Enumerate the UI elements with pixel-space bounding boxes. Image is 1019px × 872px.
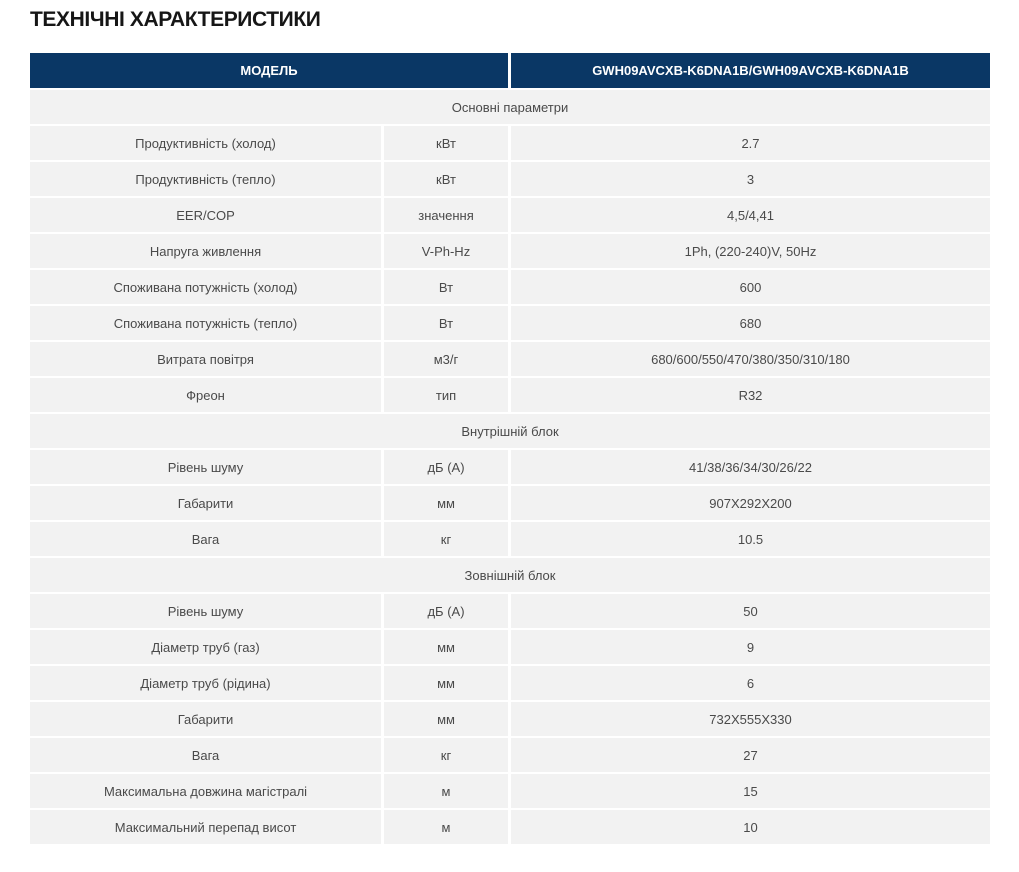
param-unit: Вт [384, 270, 508, 304]
param-value: 680/600/550/470/380/350/310/180 [511, 342, 990, 376]
param-name: Габарити [30, 486, 381, 520]
param-name: Діаметр труб (газ) [30, 630, 381, 664]
model-column-header: МОДЕЛЬ [30, 53, 508, 88]
param-unit: кВт [384, 126, 508, 160]
param-name: Витрата повітря [30, 342, 381, 376]
section-row-indoor-unit: Внутрішній блок [30, 414, 990, 448]
param-unit: м [384, 810, 508, 844]
param-value: 41/38/36/34/30/26/22 [511, 450, 990, 484]
param-unit: Вт [384, 306, 508, 340]
table-row-indoor-weight: Вага кг 10.5 [30, 522, 990, 556]
table-header-row: МОДЕЛЬ GWH09AVCXB-K6DNA1B/GWH09AVCXB-K6D… [30, 53, 990, 88]
param-value: 907X292X200 [511, 486, 990, 520]
param-unit: мм [384, 630, 508, 664]
model-value-header: GWH09AVCXB-K6DNA1B/GWH09AVCXB-K6DNA1B [511, 53, 990, 88]
param-unit: мм [384, 666, 508, 700]
param-value: 4,5/4,41 [511, 198, 990, 232]
param-name: Вага [30, 522, 381, 556]
param-name: Продуктивність (тепло) [30, 162, 381, 196]
table-row-refrigerant: Фреон тип R32 [30, 378, 990, 412]
param-name: Максимальна довжина магістралі [30, 774, 381, 808]
param-unit: тип [384, 378, 508, 412]
param-value: 15 [511, 774, 990, 808]
page-title: ТЕХНІЧНІ ХАРАКТЕРИСТИКИ [30, 8, 321, 31]
param-name: Споживана потужність (тепло) [30, 306, 381, 340]
param-value: 10.5 [511, 522, 990, 556]
table-row-capacity-cooling: Продуктивність (холод) кВт 2.7 [30, 126, 990, 160]
table-row-capacity-heating: Продуктивність (тепло) кВт 3 [30, 162, 990, 196]
param-unit: м3/г [384, 342, 508, 376]
param-unit: дБ (А) [384, 450, 508, 484]
table-row-power-cooling: Споживана потужність (холод) Вт 600 [30, 270, 990, 304]
section-label: Внутрішній блок [30, 414, 990, 448]
param-value: 9 [511, 630, 990, 664]
table-row-air-flow: Витрата повітря м3/г 680/600/550/470/380… [30, 342, 990, 376]
param-name: Рівень шуму [30, 450, 381, 484]
param-value: 2.7 [511, 126, 990, 160]
param-name: Діаметр труб (рідина) [30, 666, 381, 700]
param-unit: V-Ph-Hz [384, 234, 508, 268]
table-row-indoor-noise: Рівень шуму дБ (А) 41/38/36/34/30/26/22 [30, 450, 990, 484]
param-unit: мм [384, 486, 508, 520]
table-row-eer-cop: EER/COP значення 4,5/4,41 [30, 198, 990, 232]
param-unit: кг [384, 522, 508, 556]
table-row-power-heating: Споживана потужність (тепло) Вт 680 [30, 306, 990, 340]
param-value: 27 [511, 738, 990, 772]
param-name: Напруга живлення [30, 234, 381, 268]
param-value: 600 [511, 270, 990, 304]
param-name: Вага [30, 738, 381, 772]
table-row-outdoor-weight: Вага кг 27 [30, 738, 990, 772]
param-name: Максимальний перепад висот [30, 810, 381, 844]
table-row-max-pipe-length: Максимальна довжина магістралі м 15 [30, 774, 990, 808]
table-row-outdoor-noise: Рівень шуму дБ (А) 50 [30, 594, 990, 628]
param-name: Споживана потужність (холод) [30, 270, 381, 304]
param-unit: кВт [384, 162, 508, 196]
spec-table: МОДЕЛЬ GWH09AVCXB-K6DNA1B/GWH09AVCXB-K6D… [30, 53, 990, 844]
param-value: 3 [511, 162, 990, 196]
param-name: EER/COP [30, 198, 381, 232]
table-row-power-supply: Напруга живлення V-Ph-Hz 1Ph, (220-240)V… [30, 234, 990, 268]
param-value: 732X555X330 [511, 702, 990, 736]
section-row-outdoor-unit: Зовнішній блок [30, 558, 990, 592]
param-unit: м [384, 774, 508, 808]
section-label: Основні параметри [30, 90, 990, 124]
param-name: Фреон [30, 378, 381, 412]
param-value: 50 [511, 594, 990, 628]
table-row-pipe-diameter-gas: Діаметр труб (газ) мм 9 [30, 630, 990, 664]
param-unit: кг [384, 738, 508, 772]
param-value: 6 [511, 666, 990, 700]
param-value: R32 [511, 378, 990, 412]
table-row-indoor-dimensions: Габарити мм 907X292X200 [30, 486, 990, 520]
table-row-max-height-difference: Максимальний перепад висот м 10 [30, 810, 990, 844]
param-value: 10 [511, 810, 990, 844]
param-name: Габарити [30, 702, 381, 736]
param-value: 1Ph, (220-240)V, 50Hz [511, 234, 990, 268]
param-unit: мм [384, 702, 508, 736]
spec-page: ТЕХНІЧНІ ХАРАКТЕРИСТИКИ МОДЕЛЬ GWH09AVCX… [30, 8, 990, 844]
param-unit: значення [384, 198, 508, 232]
table-row-outdoor-dimensions: Габарити мм 732X555X330 [30, 702, 990, 736]
param-unit: дБ (А) [384, 594, 508, 628]
section-row-main-params: Основні параметри [30, 90, 990, 124]
param-name: Продуктивність (холод) [30, 126, 381, 160]
table-row-pipe-diameter-liquid: Діаметр труб (рідина) мм 6 [30, 666, 990, 700]
param-name: Рівень шуму [30, 594, 381, 628]
section-label: Зовнішній блок [30, 558, 990, 592]
param-value: 680 [511, 306, 990, 340]
